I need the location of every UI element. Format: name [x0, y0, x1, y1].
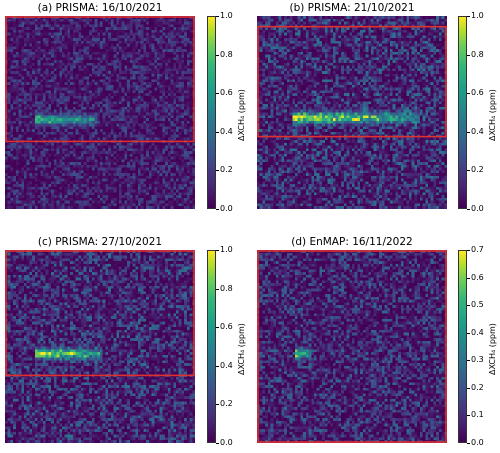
colorbar-tick-mark: [216, 93, 219, 94]
roi-box-overlay: [257, 25, 447, 208]
roi-box: [5, 16, 195, 143]
colorbar-tick-mark: [467, 415, 470, 417]
colorbar-tick-label: 0.2: [220, 399, 233, 409]
colorbar-tick-label: 0.8: [220, 283, 233, 293]
colorbar-tick-mark: [467, 305, 470, 306]
colorbar: [207, 16, 216, 209]
colorbar-tick-mark: [467, 16, 470, 17]
colorbar-tick-mark: [216, 131, 219, 133]
colorbar-tick-mark: [467, 170, 470, 172]
roi-box-overlay: [5, 250, 195, 442]
colorbar-tick-mark: [467, 332, 470, 334]
colorbar-tick-label: 0.4: [220, 360, 233, 370]
colorbar-tick-label: 0.3: [471, 355, 484, 365]
roi-box-overlay: [257, 250, 447, 443]
colorbar-tick-mark: [467, 387, 470, 389]
heatmap-image: [5, 250, 195, 443]
colorbar-tick-mark: [467, 131, 470, 133]
colorbar-tick-label: 0.0: [471, 438, 484, 447]
colorbar-tick-label: 0.7: [471, 245, 484, 254]
colorbar-tick-mark: [467, 360, 470, 362]
colorbar-tick-mark: [216, 288, 219, 290]
colorbar-tick-mark: [216, 443, 219, 444]
colorbar-label: ΔXCH₄ (ppm): [488, 322, 497, 375]
colorbar-tick-label: 0.8: [220, 49, 233, 59]
colorbar-tick-mark: [216, 365, 219, 367]
colorbar-tick-mark: [467, 250, 470, 251]
heatmap-image: [257, 250, 447, 443]
colorbar-tick-label: 0.5: [471, 300, 484, 310]
colorbar-tick-mark: [216, 54, 219, 56]
colorbar-tick-label: 0.4: [220, 126, 233, 136]
colorbar-tick-label: 1.0: [220, 11, 233, 20]
roi-box-lower: [258, 137, 446, 208]
roi-box: [257, 25, 447, 138]
colorbar-tick-mark: [467, 54, 470, 56]
colorbar-tick-label: 0.1: [471, 410, 484, 420]
colorbar: [458, 250, 467, 443]
panel-title: (c) PRISMA: 27/10/2021: [37, 236, 163, 248]
colorbar-tick-label: 0.6: [220, 322, 233, 332]
colorbar-label: ΔXCH₄ (ppm): [488, 88, 497, 141]
colorbar-tick-mark: [467, 93, 470, 94]
roi-box-lower: [6, 141, 194, 208]
colorbar-label: ΔXCH₄ (ppm): [237, 322, 246, 375]
heatmap-image: [5, 16, 195, 209]
colorbar-tick-mark: [467, 443, 470, 444]
colorbar-tick-mark: [216, 404, 219, 406]
colorbar-tick-mark: [216, 16, 219, 17]
panel-title: (b) PRISMA: 21/10/2021: [289, 2, 415, 14]
colorbar-label: ΔXCH₄ (ppm): [237, 88, 246, 141]
heatmap-image: [257, 16, 447, 209]
colorbar: [458, 16, 467, 209]
roi-box-overlay: [5, 16, 195, 208]
panel-title: (d) EnMAP: 16/11/2022: [291, 236, 413, 248]
colorbar-tick-label: 0.2: [220, 165, 233, 175]
colorbar-tick-label: 0.0: [220, 204, 233, 213]
colorbar-tick-mark: [216, 209, 219, 210]
colorbar: [207, 250, 216, 443]
colorbar-tick-label: 1.0: [471, 11, 484, 20]
colorbar-tick-mark: [467, 277, 470, 279]
colorbar-tick-label: 1.0: [220, 245, 233, 254]
panel-title: (a) PRISMA: 16/10/2021: [37, 2, 163, 14]
colorbar-tick-label: 0.2: [471, 382, 484, 392]
colorbar-tick-label: 0.6: [220, 88, 233, 98]
colorbar-tick-label: 0.6: [471, 88, 484, 98]
roi-box: [5, 250, 195, 377]
roi-box: [257, 250, 447, 443]
colorbar-tick-label: 0.8: [471, 49, 484, 59]
colorbar-tick-mark: [467, 209, 470, 210]
colorbar-tick-label: 0.2: [471, 165, 484, 175]
colorbar-tick-label: 0.4: [471, 327, 484, 337]
colorbar-tick-label: 0.4: [471, 126, 484, 136]
colorbar-tick-mark: [216, 170, 219, 172]
colorbar-tick-mark: [216, 327, 219, 328]
colorbar-tick-label: 0.0: [471, 204, 484, 213]
roi-box-lower: [6, 375, 194, 442]
colorbar-tick-label: 0.6: [471, 272, 484, 282]
colorbar-tick-mark: [216, 250, 219, 251]
colorbar-tick-label: 0.0: [220, 438, 233, 447]
